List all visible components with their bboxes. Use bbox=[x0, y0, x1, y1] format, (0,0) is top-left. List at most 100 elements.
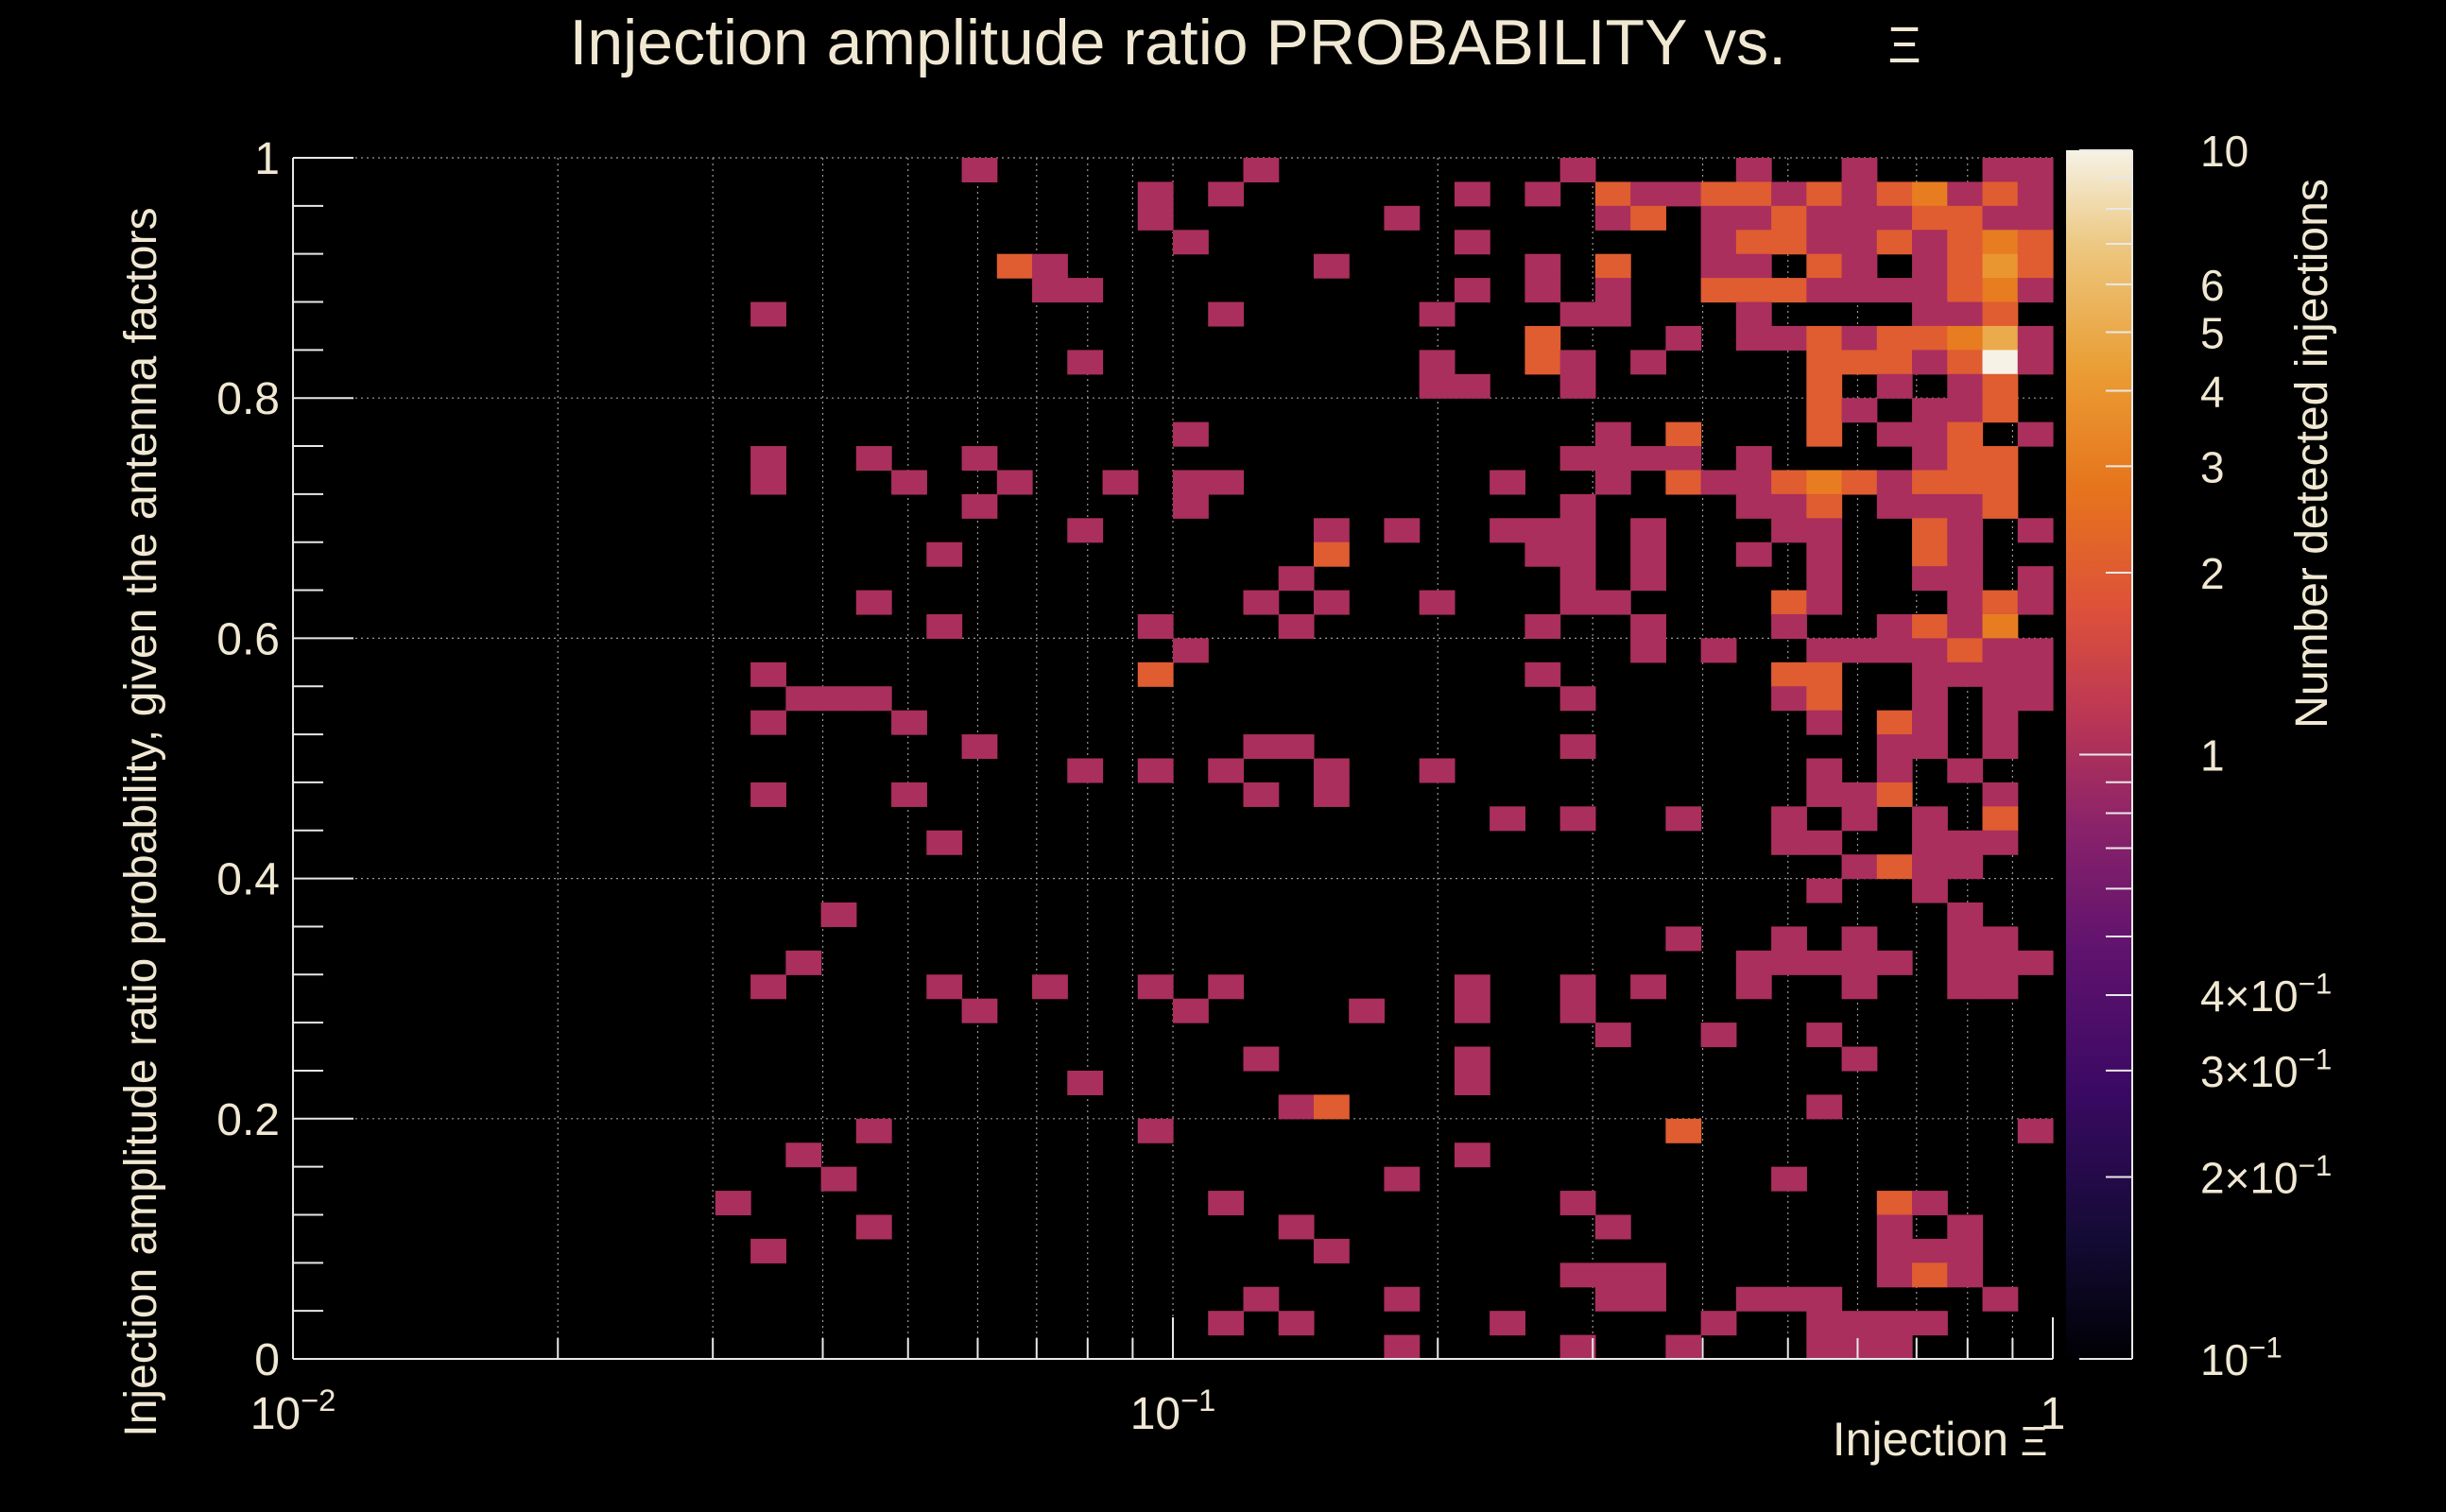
heatmap-cell bbox=[1594, 278, 1631, 303]
heatmap-cell bbox=[1947, 205, 1984, 231]
heatmap-cell bbox=[1912, 325, 1948, 351]
z-tick-label: 6 bbox=[2200, 261, 2225, 310]
heatmap-cell bbox=[1559, 1263, 1596, 1288]
heatmap-cell bbox=[1735, 278, 1772, 303]
heatmap-cell bbox=[1419, 301, 1456, 327]
heatmap-cell bbox=[1912, 662, 1948, 687]
heatmap-cell bbox=[1982, 325, 2019, 351]
heatmap-cell bbox=[1067, 1070, 1104, 1095]
heatmap-cell bbox=[1947, 493, 1984, 519]
heatmap-cell bbox=[1313, 1238, 1350, 1263]
heatmap-cell bbox=[1806, 518, 1843, 543]
heatmap-cell bbox=[1876, 421, 1913, 447]
heatmap-cell bbox=[1278, 1094, 1315, 1120]
heatmap-cell bbox=[1594, 253, 1631, 279]
heatmap-cell bbox=[1982, 301, 2019, 327]
heatmap-cell bbox=[1841, 325, 1878, 351]
axes: 10−2 10−1 1 0 0.2 0.4 0.6 0.8 1 bbox=[216, 134, 2065, 1439]
heatmap-cell bbox=[1665, 926, 1702, 952]
heatmap-cell bbox=[1876, 181, 1913, 207]
heatmap-cell bbox=[1982, 974, 2019, 1000]
y-tick-label: 0.6 bbox=[216, 614, 280, 664]
heatmap-cell bbox=[1841, 350, 1878, 375]
heatmap-cell bbox=[2017, 590, 2054, 615]
heatmap-cell bbox=[1173, 230, 1209, 255]
heatmap-cell bbox=[1559, 806, 1596, 832]
heatmap-cell bbox=[1771, 1166, 1807, 1192]
heatmap-cell bbox=[1630, 518, 1666, 543]
heatmap-cell bbox=[1806, 782, 1843, 807]
heatmap-cell bbox=[1771, 230, 1807, 255]
z-tick-label: 4×10−1 bbox=[2200, 968, 2332, 1021]
heatmap-cell bbox=[1982, 830, 2019, 855]
z-tick-label: 3×10−1 bbox=[2200, 1042, 2332, 1095]
heatmap-cell bbox=[1137, 613, 1174, 639]
heatmap-cell bbox=[1982, 662, 2019, 687]
y-tick-label: 0 bbox=[254, 1335, 280, 1385]
heatmap-cell bbox=[1806, 950, 1843, 975]
heatmap-cell bbox=[820, 1166, 857, 1192]
heatmap-cell bbox=[1559, 734, 1596, 760]
heatmap-cell bbox=[996, 253, 1033, 279]
y-tick-label: 1 bbox=[254, 134, 280, 184]
heatmap-cell bbox=[1771, 518, 1807, 543]
heatmap-cell bbox=[1912, 613, 1948, 639]
heatmap-cell bbox=[1278, 1311, 1315, 1336]
y-axis-title: Injection amplitude ratio probability, g… bbox=[116, 207, 166, 1436]
heatmap-cell bbox=[1524, 518, 1561, 543]
heatmap-cell bbox=[1912, 398, 1948, 423]
heatmap-cell bbox=[1630, 613, 1666, 639]
heatmap-cell bbox=[1524, 253, 1561, 279]
heatmap-cell bbox=[1912, 518, 1948, 543]
heatmap-cell bbox=[1735, 974, 1772, 1000]
heatmap-cell bbox=[1947, 1238, 1984, 1263]
heatmap-cell bbox=[1735, 181, 1772, 207]
heatmap-cell bbox=[926, 830, 963, 855]
heatmap-cell bbox=[1208, 301, 1245, 327]
heatmap-cell bbox=[1137, 1118, 1174, 1143]
heatmap-cell bbox=[1876, 758, 1913, 783]
heatmap-cell bbox=[1841, 1311, 1878, 1336]
heatmap-cell bbox=[2017, 638, 2054, 663]
heatmap-cell bbox=[1771, 686, 1807, 712]
heatmap-cell bbox=[1947, 181, 1984, 207]
heatmap-cell bbox=[1912, 421, 1948, 447]
heatmap-cell bbox=[1067, 278, 1104, 303]
heatmap-cell bbox=[1630, 974, 1666, 1000]
heatmap-cell bbox=[1982, 373, 2019, 399]
heatmap-cell bbox=[1735, 205, 1772, 231]
heatmap-cell bbox=[1912, 710, 1948, 735]
heatmap-cell bbox=[1947, 902, 1984, 928]
heatmap-cell bbox=[1982, 205, 2019, 231]
heatmap-cell bbox=[1841, 253, 1878, 279]
heatmap-cell bbox=[2017, 325, 2054, 351]
heatmap-cell bbox=[1559, 998, 1596, 1023]
heatmap-cell bbox=[820, 902, 857, 928]
heatmap-cell bbox=[750, 446, 786, 472]
heatmap-cell bbox=[1806, 493, 1843, 519]
heatmap-cell bbox=[1947, 950, 1984, 975]
heatmap-cell bbox=[1876, 1311, 1913, 1336]
heatmap-cell bbox=[1806, 373, 1843, 399]
heatmap-cell bbox=[1243, 734, 1280, 760]
heatmap-cell bbox=[1947, 421, 1984, 447]
heatmap-cell bbox=[1982, 278, 2019, 303]
heatmap-cell bbox=[1806, 325, 1843, 351]
heatmap-cell bbox=[1524, 350, 1561, 375]
heatmap-cell bbox=[1454, 278, 1490, 303]
heatmap-cell bbox=[1876, 230, 1913, 255]
heatmap-cell bbox=[1173, 998, 1209, 1023]
heatmap-cell bbox=[1630, 205, 1666, 231]
heatmap-cell bbox=[1032, 253, 1068, 279]
heatmap-cell bbox=[1665, 1118, 1702, 1143]
heatmap-cell bbox=[1947, 518, 1984, 543]
heatmap-cell bbox=[1700, 205, 1737, 231]
heatmap-cell bbox=[1806, 205, 1843, 231]
heatmap-cell bbox=[1912, 1263, 1948, 1288]
heatmap-cell bbox=[1841, 782, 1878, 807]
heatmap-cell bbox=[1771, 806, 1807, 832]
heatmap-cell bbox=[1278, 613, 1315, 639]
heatmap-cell bbox=[1806, 878, 1843, 903]
heatmap-cell bbox=[1947, 566, 1984, 592]
heatmap-cell bbox=[1912, 230, 1948, 255]
